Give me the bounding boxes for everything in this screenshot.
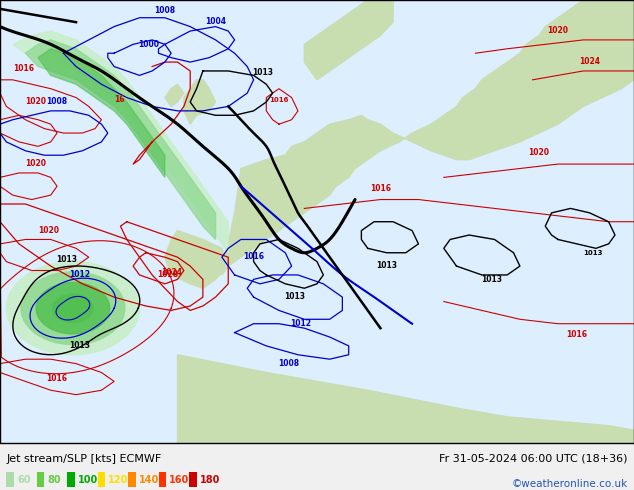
Text: 1008: 1008 xyxy=(278,359,299,368)
Polygon shape xyxy=(184,80,216,124)
Bar xyxy=(98,472,105,487)
Text: 180: 180 xyxy=(200,475,220,485)
Text: 1016: 1016 xyxy=(566,330,588,339)
Bar xyxy=(158,472,166,487)
Polygon shape xyxy=(304,0,393,80)
Polygon shape xyxy=(165,231,228,288)
Polygon shape xyxy=(53,294,93,322)
Text: 160: 160 xyxy=(169,475,190,485)
Polygon shape xyxy=(178,355,634,443)
Polygon shape xyxy=(38,49,165,177)
Text: 1016: 1016 xyxy=(46,374,68,383)
Text: 16: 16 xyxy=(114,95,125,104)
Text: 1020: 1020 xyxy=(25,97,46,106)
Text: 1020: 1020 xyxy=(547,26,569,35)
Text: 1016: 1016 xyxy=(243,252,264,262)
Polygon shape xyxy=(222,0,634,275)
Text: 1020: 1020 xyxy=(38,226,59,235)
Text: Fr 31-05-2024 06:00 UTC (18+36): Fr 31-05-2024 06:00 UTC (18+36) xyxy=(439,454,628,464)
Text: 1013: 1013 xyxy=(284,293,306,301)
Text: 1020: 1020 xyxy=(25,159,46,168)
Text: 100: 100 xyxy=(78,475,98,485)
Text: 140: 140 xyxy=(139,475,159,485)
Bar xyxy=(189,472,197,487)
Bar xyxy=(67,472,75,487)
Text: 1004: 1004 xyxy=(205,17,226,26)
Text: 1000: 1000 xyxy=(138,40,160,49)
Text: 1013: 1013 xyxy=(481,274,502,284)
Text: 60: 60 xyxy=(17,475,30,485)
Bar xyxy=(128,472,136,487)
Polygon shape xyxy=(13,31,228,253)
Text: 1008: 1008 xyxy=(46,97,68,106)
Text: 1013: 1013 xyxy=(583,250,602,256)
Text: 1013: 1013 xyxy=(56,255,77,264)
Text: Jet stream/SLP [kts] ECMWF: Jet stream/SLP [kts] ECMWF xyxy=(6,454,162,464)
Polygon shape xyxy=(165,84,184,106)
Text: 1013: 1013 xyxy=(252,69,274,77)
Polygon shape xyxy=(21,272,125,344)
Text: 1024: 1024 xyxy=(160,268,182,277)
Text: 1012: 1012 xyxy=(290,319,312,328)
Polygon shape xyxy=(25,40,216,240)
Text: 1024: 1024 xyxy=(579,57,600,66)
Text: 1020: 1020 xyxy=(528,148,550,157)
Text: 1013: 1013 xyxy=(376,261,398,270)
Text: 1016: 1016 xyxy=(269,97,288,103)
Text: 1013: 1013 xyxy=(68,341,90,350)
Polygon shape xyxy=(6,262,139,355)
Text: 1016: 1016 xyxy=(13,64,34,73)
Text: 1028: 1028 xyxy=(157,270,179,279)
Polygon shape xyxy=(36,282,110,334)
Text: 1008: 1008 xyxy=(154,6,176,15)
Text: 120: 120 xyxy=(108,475,129,485)
Bar xyxy=(6,472,14,487)
Text: 1016: 1016 xyxy=(370,184,391,193)
Text: ©weatheronline.co.uk: ©weatheronline.co.uk xyxy=(512,479,628,489)
Bar xyxy=(37,472,44,487)
Text: 80: 80 xyxy=(48,475,61,485)
Text: 1012: 1012 xyxy=(68,270,90,279)
